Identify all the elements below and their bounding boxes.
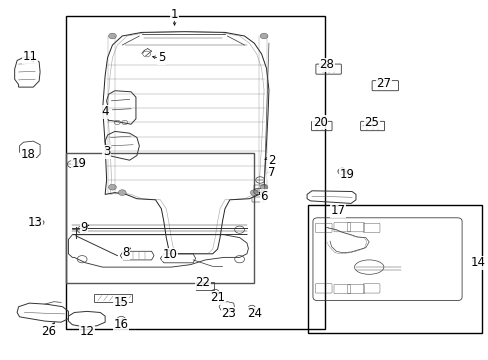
Bar [195,282,214,290]
Circle shape [118,190,126,195]
Text: 20: 20 [312,116,327,129]
Bar [94,294,132,302]
Text: 23: 23 [221,307,236,320]
Text: 2: 2 [267,154,275,167]
Text: 4: 4 [101,105,109,118]
Text: 13: 13 [28,216,42,229]
Text: 25: 25 [364,116,378,129]
Text: 21: 21 [210,291,224,304]
Circle shape [108,33,116,39]
Bar [66,16,325,329]
Text: 28: 28 [319,58,333,71]
Text: 15: 15 [114,296,128,309]
Text: 9: 9 [80,221,88,234]
Text: 24: 24 [246,307,261,320]
Text: 18: 18 [21,148,36,161]
Text: 19: 19 [339,168,354,181]
Text: 8: 8 [122,246,130,259]
Text: 12: 12 [80,325,94,338]
Text: 1: 1 [170,8,178,21]
Text: 11: 11 [23,50,38,63]
Text: 5: 5 [157,51,165,64]
Text: 16: 16 [114,318,128,331]
Bar [66,153,254,283]
Text: 17: 17 [330,204,345,217]
Text: 26: 26 [41,325,56,338]
Text: 3: 3 [102,145,110,158]
Circle shape [260,184,267,190]
Text: 22: 22 [195,276,210,289]
Text: 7: 7 [267,166,275,179]
Text: 19: 19 [72,157,86,170]
Text: 10: 10 [163,248,177,261]
Text: 14: 14 [470,256,485,269]
Text: 27: 27 [376,77,390,90]
Circle shape [250,190,258,195]
Text: 6: 6 [260,190,267,203]
Circle shape [108,184,116,190]
Bar [307,205,481,333]
Circle shape [260,33,267,39]
